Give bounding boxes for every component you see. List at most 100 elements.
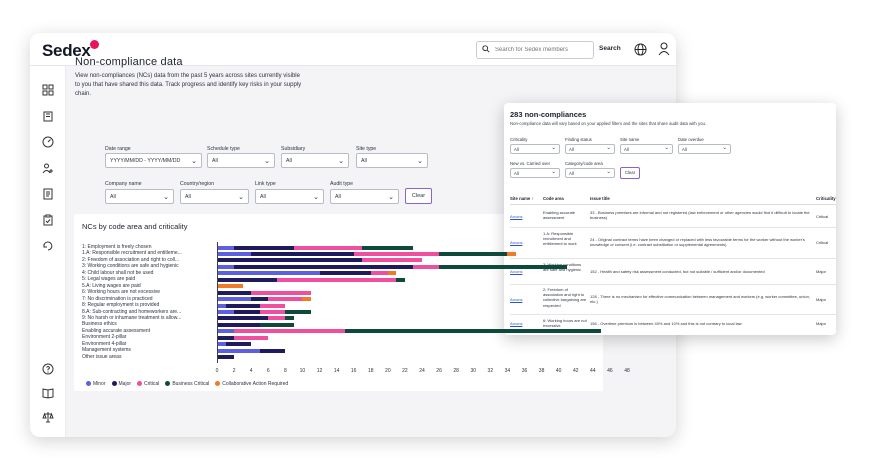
subsidiary-select[interactable]: All ⌄ bbox=[281, 153, 349, 168]
audit-type-select[interactable]: All ⌄ bbox=[330, 189, 399, 204]
bar-segment[interactable] bbox=[217, 355, 235, 360]
bar-segment[interactable] bbox=[234, 245, 294, 250]
table-row[interactable]: Arcons 2: Freedom of association and rig… bbox=[510, 285, 836, 315]
bar-segment[interactable] bbox=[217, 335, 235, 340]
bar-segment[interactable] bbox=[234, 264, 414, 269]
date-range-select[interactable]: YYYY/MM/DD - YYYY/MM/DD ⌄ bbox=[105, 153, 202, 168]
bar-segment[interactable] bbox=[268, 297, 303, 302]
bar-segment[interactable] bbox=[225, 303, 260, 308]
column-criticality[interactable]: Criticality bbox=[816, 196, 836, 201]
date-overdue-select[interactable]: All ⌄ bbox=[678, 144, 731, 154]
globe-icon[interactable] bbox=[634, 43, 647, 56]
bar-segment[interactable] bbox=[217, 348, 260, 353]
member-search-input[interactable] bbox=[495, 44, 591, 56]
document-icon[interactable] bbox=[42, 188, 54, 200]
scales-icon[interactable] bbox=[42, 411, 54, 423]
bar-segment[interactable] bbox=[439, 251, 508, 256]
sedex-logo[interactable]: Sedex bbox=[42, 40, 99, 61]
bar-segment[interactable] bbox=[217, 245, 235, 250]
bar-segment[interactable] bbox=[319, 271, 371, 276]
bar-segment[interactable] bbox=[217, 303, 226, 308]
site-name-link[interactable]: Arcons bbox=[510, 240, 523, 245]
users-icon[interactable] bbox=[42, 162, 54, 174]
criticality-select[interactable]: All ⌄ bbox=[510, 144, 560, 154]
bar-segment[interactable] bbox=[234, 329, 346, 334]
bar-segment[interactable] bbox=[507, 251, 516, 256]
bar-segment[interactable] bbox=[370, 271, 388, 276]
bar-segment[interactable] bbox=[259, 310, 286, 314]
bar-segment[interactable] bbox=[259, 322, 294, 327]
bar-segment[interactable] bbox=[217, 258, 363, 263]
legend-item[interactable]: Minor bbox=[86, 381, 106, 387]
legend-item[interactable]: Collaborative Action Required bbox=[215, 381, 288, 387]
bar-segment[interactable] bbox=[345, 329, 602, 334]
bar-segment[interactable] bbox=[251, 297, 269, 302]
bar-segment[interactable] bbox=[276, 277, 397, 282]
column-site-name[interactable]: Site name ↑ bbox=[510, 196, 534, 201]
table-row[interactable]: Arcons 1.A: Responsible recruitment and … bbox=[510, 228, 836, 259]
dashboard-icon[interactable] bbox=[42, 84, 54, 96]
refresh-icon[interactable] bbox=[42, 240, 54, 252]
site-name-link[interactable]: Arcons bbox=[510, 297, 523, 302]
clipboard-check-icon[interactable] bbox=[42, 214, 54, 226]
search-button[interactable]: Search bbox=[599, 45, 621, 52]
bar-segment[interactable] bbox=[234, 310, 260, 314]
country-region-select[interactable]: All ⌄ bbox=[180, 189, 249, 204]
bar-segment[interactable] bbox=[413, 264, 440, 269]
column-code-area[interactable]: Code area bbox=[543, 196, 564, 201]
bar-segment[interactable] bbox=[251, 290, 311, 295]
site-name-select[interactable]: All ⌄ bbox=[620, 144, 673, 154]
member-search-box[interactable] bbox=[476, 41, 594, 59]
bar-segment[interactable] bbox=[217, 310, 235, 314]
bar-segment[interactable] bbox=[217, 322, 260, 327]
schedule-type-select[interactable]: All ⌄ bbox=[207, 153, 275, 168]
legend-item[interactable]: Major bbox=[111, 381, 131, 387]
table-row[interactable]: Arcons Enabling accurate assessment 33 -… bbox=[510, 206, 836, 228]
building-icon[interactable] bbox=[42, 110, 54, 122]
bar-segment[interactable] bbox=[217, 284, 243, 289]
bar-segment[interactable] bbox=[217, 316, 269, 321]
link-type-select[interactable]: All ⌄ bbox=[255, 189, 324, 204]
bar-segment[interactable] bbox=[353, 251, 440, 256]
finding-status-select[interactable]: All ⌄ bbox=[565, 144, 615, 154]
legend-item[interactable]: Business Critical bbox=[165, 381, 209, 387]
bar-segment[interactable] bbox=[387, 271, 397, 276]
site-name-link[interactable]: Arcons bbox=[510, 214, 523, 219]
bar-segment[interactable] bbox=[396, 277, 405, 282]
book-icon[interactable] bbox=[42, 387, 54, 399]
bar-segment[interactable] bbox=[259, 303, 286, 308]
bar-segment[interactable] bbox=[217, 329, 235, 334]
bar-segment[interactable] bbox=[234, 335, 269, 340]
bar-segment[interactable] bbox=[217, 290, 252, 295]
column-issue-title[interactable]: Issue title bbox=[590, 196, 610, 201]
bar-segment[interactable] bbox=[259, 348, 286, 353]
site-type-select[interactable]: All ⌄ bbox=[356, 153, 428, 168]
bar-segment[interactable] bbox=[439, 264, 568, 269]
bar-segment[interactable] bbox=[217, 271, 320, 276]
bar-segment[interactable] bbox=[217, 277, 277, 282]
gauge-icon[interactable] bbox=[42, 136, 54, 148]
bar-segment[interactable] bbox=[217, 342, 226, 347]
site-name-link[interactable]: Arcons bbox=[510, 269, 523, 274]
legend-item[interactable]: Critical bbox=[137, 381, 159, 387]
table-row[interactable]: Arcons 3: Working conditions are safe an… bbox=[510, 259, 836, 285]
bar-segment[interactable] bbox=[217, 251, 252, 256]
new-carried-select[interactable]: All ⌄ bbox=[510, 168, 560, 178]
bar-segment[interactable] bbox=[225, 342, 252, 347]
bar-segment[interactable] bbox=[362, 245, 414, 250]
user-icon[interactable] bbox=[658, 42, 670, 56]
bar-segment[interactable] bbox=[268, 316, 286, 321]
bar-segment[interactable] bbox=[285, 316, 294, 321]
panel-clear-button[interactable]: Clear bbox=[620, 167, 640, 179]
bar-segment[interactable] bbox=[285, 310, 311, 314]
company-name-select[interactable]: All ⌄ bbox=[105, 189, 174, 204]
help-icon[interactable] bbox=[42, 363, 54, 375]
site-name-link[interactable]: Arcons bbox=[510, 321, 523, 326]
bar-segment[interactable] bbox=[251, 251, 354, 256]
bar-segment[interactable] bbox=[217, 297, 252, 302]
clear-filters-button[interactable]: Clear bbox=[405, 188, 432, 204]
table-row[interactable]: Arcons 6: Working hours are not excessiv… bbox=[510, 315, 836, 335]
bar-segment[interactable] bbox=[217, 264, 235, 269]
bar-segment[interactable] bbox=[293, 245, 363, 250]
bar-segment[interactable] bbox=[362, 258, 422, 263]
